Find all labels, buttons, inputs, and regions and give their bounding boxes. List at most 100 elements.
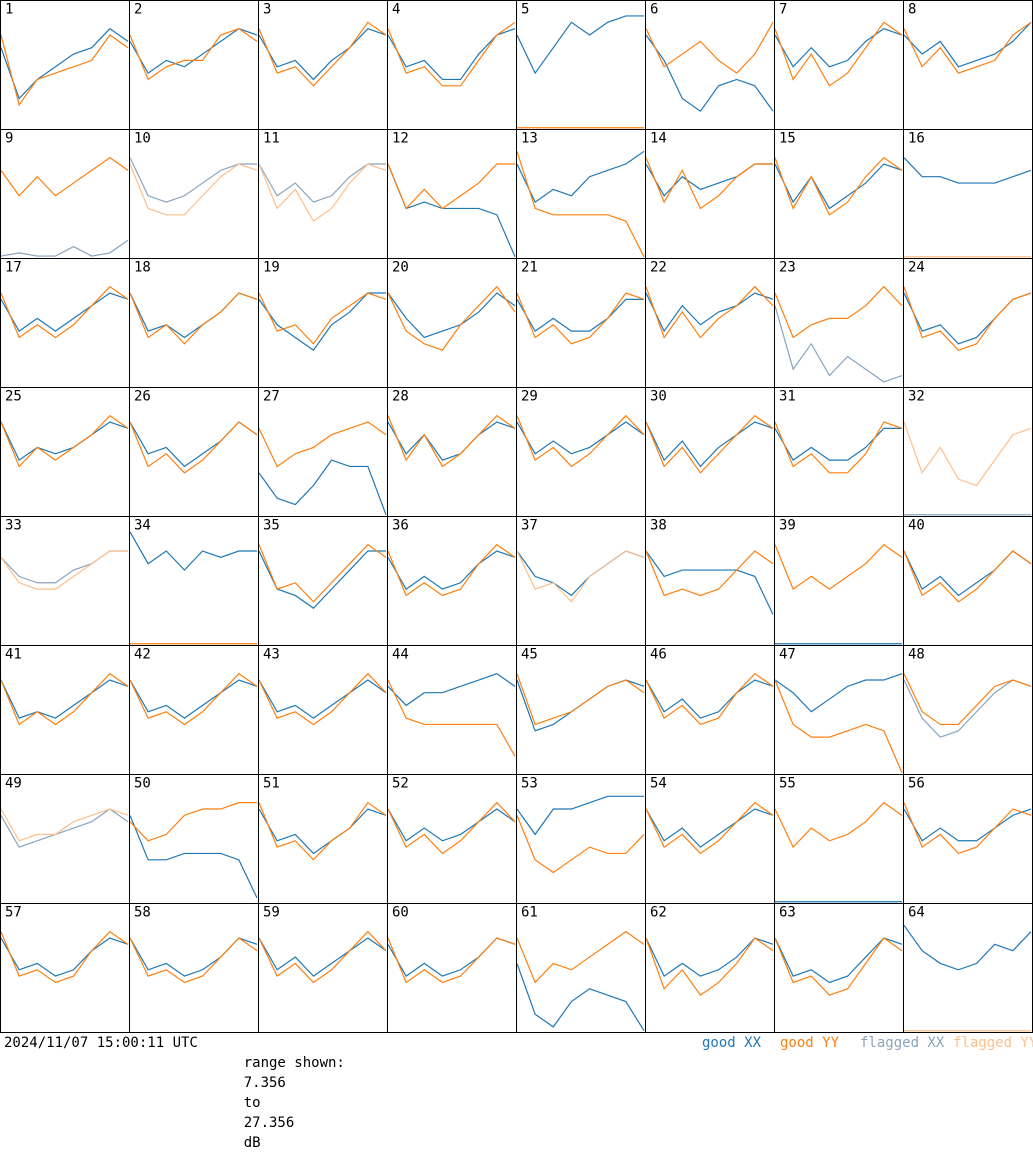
xx-trace (645, 550, 774, 615)
panel-frame (129, 903, 259, 1033)
panel-label: 50 (134, 776, 151, 792)
panel-frame (774, 0, 904, 130)
xx-trace (129, 421, 258, 468)
panel-frame (0, 903, 130, 1033)
yy-trace (387, 163, 515, 210)
panel-label: 36 (392, 518, 409, 534)
xx-trace (0, 292, 129, 332)
panel-label: 38 (650, 518, 667, 534)
panel-label: 15 (779, 131, 796, 147)
xx-trace (387, 550, 516, 590)
panel-label: 45 (521, 647, 538, 663)
xx-trace (258, 163, 386, 203)
panel-frame (129, 0, 259, 130)
panel-label: 13 (521, 131, 538, 147)
yy-trace (516, 815, 645, 874)
panel-label: 1 (5, 2, 13, 18)
yy-trace (129, 672, 258, 726)
panel-label: 26 (134, 389, 151, 405)
panel-frame (258, 774, 388, 904)
panel-label: 6 (650, 2, 658, 18)
yy-trace (129, 27, 258, 81)
yy-trace (258, 801, 387, 861)
xx-trace (387, 937, 516, 977)
panel-label: 19 (263, 260, 280, 276)
yy-trace (387, 679, 516, 757)
panel-label: 53 (521, 776, 538, 792)
xx-trace (129, 157, 257, 203)
panel-label: 37 (521, 518, 538, 534)
panel-frame (903, 645, 1033, 775)
panel-frame (516, 516, 646, 646)
yy-trace (516, 292, 645, 345)
panel-frame (645, 774, 775, 904)
panel-label: 28 (392, 389, 409, 405)
xx-trace (258, 292, 386, 351)
panel-label: 33 (5, 518, 22, 534)
panel-frame (516, 258, 646, 388)
panel-frame (645, 129, 775, 259)
panel-label: 5 (521, 2, 529, 18)
yy-trace (903, 421, 1032, 487)
panel-frame (645, 387, 775, 517)
panel-frame (258, 645, 388, 775)
panel-label: 20 (392, 260, 409, 276)
yy-trace (645, 22, 774, 74)
panel-frame (387, 903, 517, 1033)
panel-frame (129, 774, 259, 904)
xx-trace (258, 808, 387, 855)
panel-frame (387, 774, 517, 904)
panel-label: 35 (263, 518, 280, 534)
xx-trace (129, 531, 257, 571)
xx-trace (387, 672, 516, 707)
xx-trace (0, 421, 129, 462)
yy-trace (516, 151, 645, 257)
yy-trace (0, 550, 128, 590)
timestamp: 2024/11/07 15:00:11 UTC (4, 1035, 198, 1051)
panel-label: 32 (908, 389, 925, 405)
panel-frame (903, 387, 1033, 517)
panel-label: 10 (134, 131, 151, 147)
panel-frame (258, 516, 388, 646)
panel-label: 55 (779, 776, 796, 792)
yy-trace (645, 157, 773, 210)
panel-label: 44 (392, 647, 409, 663)
panel-frame (645, 645, 775, 775)
panel-label: 59 (263, 905, 280, 921)
xx-trace (129, 815, 258, 899)
panel-label: 8 (908, 2, 916, 18)
panel-frame (516, 903, 646, 1033)
xx-trace (0, 27, 129, 100)
xx-trace (774, 163, 903, 210)
panel-label: 64 (908, 905, 925, 921)
panel-frame (645, 258, 775, 388)
panel-frame (258, 387, 388, 517)
yy-trace (645, 801, 774, 855)
xx-trace (129, 27, 258, 74)
yy-trace (774, 937, 903, 996)
xx-trace (387, 28, 516, 81)
xx-trace (387, 292, 516, 339)
range-join: to (243, 1095, 261, 1111)
xx-trace (258, 459, 387, 515)
panel-label: 47 (779, 647, 796, 663)
yy-trace (387, 543, 516, 597)
yy-trace (258, 421, 387, 468)
yy-trace (903, 286, 1032, 351)
panel-label: 51 (263, 776, 280, 792)
xx-trace (387, 163, 516, 257)
xx-trace (645, 421, 774, 468)
panel-label: 18 (134, 260, 151, 276)
yy-trace (645, 414, 774, 474)
yy-trace (774, 421, 903, 474)
panel-frame (774, 645, 904, 775)
xx-trace (645, 163, 773, 197)
xx-trace (0, 550, 128, 584)
panel-frame (129, 645, 259, 775)
xx-trace (387, 808, 516, 842)
yy-trace (0, 672, 129, 726)
xx-trace (516, 963, 645, 1032)
yy-trace (774, 679, 903, 773)
panel-frame (258, 258, 388, 388)
